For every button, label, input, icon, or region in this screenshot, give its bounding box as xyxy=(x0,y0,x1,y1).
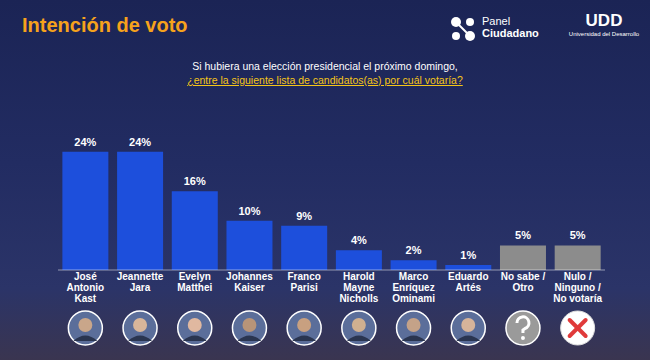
svg-text:JoséAntonioKast: JoséAntonioKast xyxy=(66,271,104,304)
svg-text:HaroldMayneNicholls: HaroldMayneNicholls xyxy=(339,271,378,304)
svg-text:5%: 5% xyxy=(515,229,531,241)
svg-text:24%: 24% xyxy=(129,136,151,148)
html-text:Universidad del Desarrollo: Universidad del Desarrollo xyxy=(568,31,640,37)
svg-text:4%: 4% xyxy=(351,234,367,246)
svg-text:EvelynMatthei: EvelynMatthei xyxy=(177,271,212,293)
html-text:UDD: UDD xyxy=(585,11,623,30)
svg-text:Nulo /Ninguno /No votaría: Nulo /Ninguno /No votaría xyxy=(553,271,602,304)
svg-text:MarcoEnríquezOminami: MarcoEnríquezOminami xyxy=(392,271,435,304)
svg-text:EduardoArtés: EduardoArtés xyxy=(448,271,489,293)
svg-text:JeannetteJara: JeannetteJara xyxy=(117,271,164,293)
svg-text:No sabe /Otro: No sabe /Otro xyxy=(501,271,546,293)
svg-text:FrancoParisi: FrancoParisi xyxy=(287,271,320,293)
svg-text:2%: 2% xyxy=(406,244,422,256)
html-text:Intención de voto: Intención de voto xyxy=(22,14,188,36)
svg-text:16%: 16% xyxy=(184,175,206,187)
svg-text:10%: 10% xyxy=(238,205,260,217)
svg-text:JohannesKaiser: JohannesKaiser xyxy=(226,271,273,293)
svg-text:1%: 1% xyxy=(460,249,476,261)
svg-text:9%: 9% xyxy=(296,210,312,222)
svg-text:5%: 5% xyxy=(570,229,586,241)
html-text:Panel: Panel xyxy=(482,15,511,27)
html-text:Si hubiera una elección presid: Si hubiera una elección presidencial el … xyxy=(192,60,458,72)
html-text:¿entre la siguiente lista de c: ¿entre la siguiente lista de candidatos(… xyxy=(187,74,463,86)
svg-text:24%: 24% xyxy=(74,136,96,148)
html-text:Ciudadano: Ciudadano xyxy=(482,27,539,39)
